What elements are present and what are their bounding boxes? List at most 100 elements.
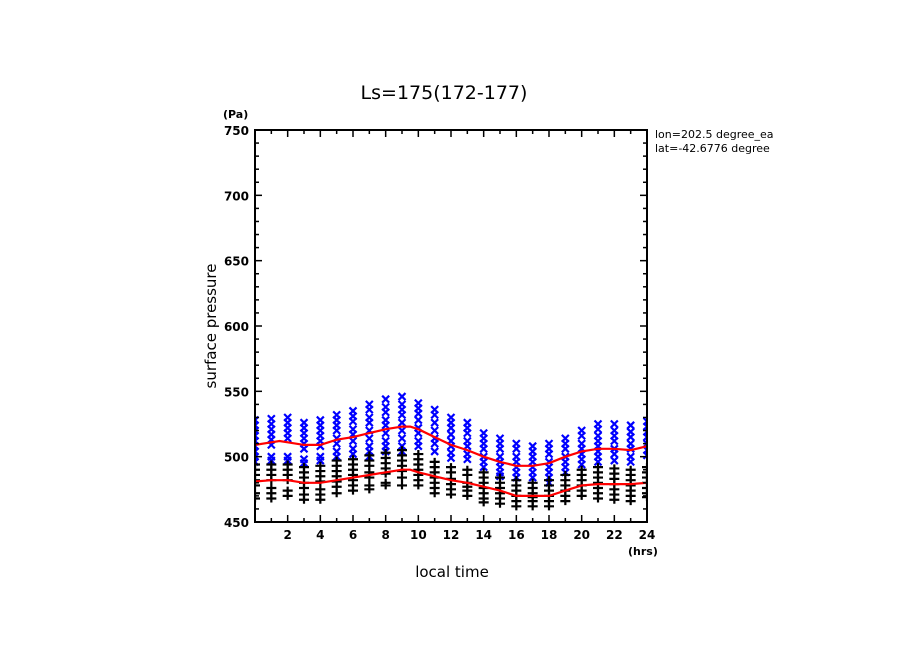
mean-line-lower — [255, 468, 647, 497]
data-point-x — [397, 392, 407, 401]
data-point-x — [463, 455, 472, 464]
data-point-plus — [560, 497, 571, 506]
data-point-x — [397, 418, 407, 427]
data-point-plus — [299, 495, 309, 504]
x-tick-label: 16 — [508, 528, 525, 542]
data-point-x — [626, 421, 635, 430]
x-tick-label: 14 — [475, 528, 492, 542]
data-point-x — [642, 451, 647, 460]
x-unit-label: (hrs) — [628, 545, 658, 558]
data-point-plus — [397, 473, 407, 482]
data-point-plus — [495, 499, 505, 508]
data-point-x — [430, 426, 439, 435]
y-tick-label: 550 — [224, 385, 249, 399]
data-point-x — [626, 432, 635, 442]
data-point-x — [577, 460, 586, 469]
data-point-x — [414, 415, 423, 425]
data-point-x — [414, 441, 423, 451]
data-point-plus — [331, 489, 342, 498]
data-point-x — [397, 434, 407, 443]
y-tick-label: 650 — [224, 255, 249, 269]
data-point-plus — [315, 495, 326, 504]
data-point-plus — [462, 470, 473, 479]
data-point-x — [561, 444, 570, 454]
data-point-plus — [511, 502, 522, 511]
x-tick-label: 18 — [541, 528, 558, 542]
data-point-x — [381, 421, 390, 430]
data-point-x — [316, 456, 325, 465]
x-tick-label: 6 — [349, 528, 357, 542]
data-point-x — [479, 444, 488, 454]
data-point-x — [610, 456, 619, 465]
data-point-plus — [609, 495, 620, 504]
data-point-x — [332, 426, 341, 435]
data-point-x — [430, 418, 439, 427]
data-point-x — [626, 457, 635, 467]
data-point-x — [528, 473, 537, 482]
data-point-plus — [446, 490, 456, 499]
data-point-plus — [282, 491, 293, 500]
y-tick-label: 750 — [224, 124, 249, 138]
data-point-plus — [413, 481, 424, 490]
data-point-x — [446, 423, 456, 433]
data-point-plus — [255, 494, 260, 503]
y-unit-label: (Pa) — [223, 108, 248, 121]
data-point-x — [397, 410, 407, 420]
data-point-plus — [255, 489, 260, 498]
data-point-x — [414, 409, 423, 418]
data-point-x — [495, 444, 505, 454]
data-point-x — [397, 426, 407, 435]
x-tick-label: 20 — [573, 528, 590, 542]
x-tick-label: 12 — [443, 528, 460, 542]
data-point-x — [544, 449, 554, 459]
data-point-x — [610, 419, 619, 429]
x-tick-label: 10 — [410, 528, 427, 542]
data-point-x — [283, 434, 292, 443]
x-tick-label: 24 — [639, 528, 656, 542]
y-axis-label: surface pressure — [202, 264, 220, 389]
data-point-x — [365, 434, 374, 443]
data-point-x — [430, 410, 439, 420]
y-tick-label: 600 — [224, 320, 249, 334]
y-tick-label: 450 — [224, 516, 249, 530]
data-point-plus — [255, 481, 260, 490]
data-point-plus — [462, 491, 473, 500]
data-point-x — [365, 405, 374, 414]
data-point-x — [381, 394, 390, 404]
x-tick-label: 2 — [283, 528, 291, 542]
data-point-plus — [642, 489, 647, 498]
data-point-plus — [642, 468, 647, 477]
data-point-plus — [576, 491, 587, 500]
data-point-plus — [266, 494, 277, 503]
data-point-x — [365, 418, 374, 427]
data-point-x — [430, 439, 439, 448]
data-point-plus — [527, 502, 538, 511]
data-point-x — [430, 447, 439, 456]
data-point-plus — [593, 494, 603, 503]
data-point-x — [463, 428, 472, 438]
annotation-lon: lon=202.5 degree_ea — [655, 128, 774, 141]
mean-line-upper — [255, 425, 647, 467]
data-point-x — [348, 436, 358, 446]
y-tick-label: 500 — [224, 451, 249, 465]
data-point-x — [348, 417, 358, 426]
x-tick-label: 8 — [381, 528, 389, 542]
data-point-x — [299, 444, 309, 454]
data-point-x — [610, 449, 619, 459]
data-point-plus — [255, 470, 260, 479]
data-point-x — [593, 424, 603, 434]
chart-title: Ls=175(172-177) — [361, 82, 528, 104]
y-tick-label: 700 — [224, 189, 249, 203]
plot-area — [255, 392, 647, 511]
annotation-lat: lat=-42.6776 degree — [655, 142, 770, 155]
data-point-plus — [544, 502, 554, 511]
data-point-x — [642, 432, 647, 442]
data-point-x — [512, 444, 521, 454]
data-point-x — [446, 430, 456, 439]
data-point-x — [626, 444, 635, 454]
x-tick-label: 4 — [316, 528, 324, 542]
data-point-x — [348, 449, 358, 459]
data-point-plus — [397, 481, 407, 490]
data-point-x — [593, 457, 603, 467]
